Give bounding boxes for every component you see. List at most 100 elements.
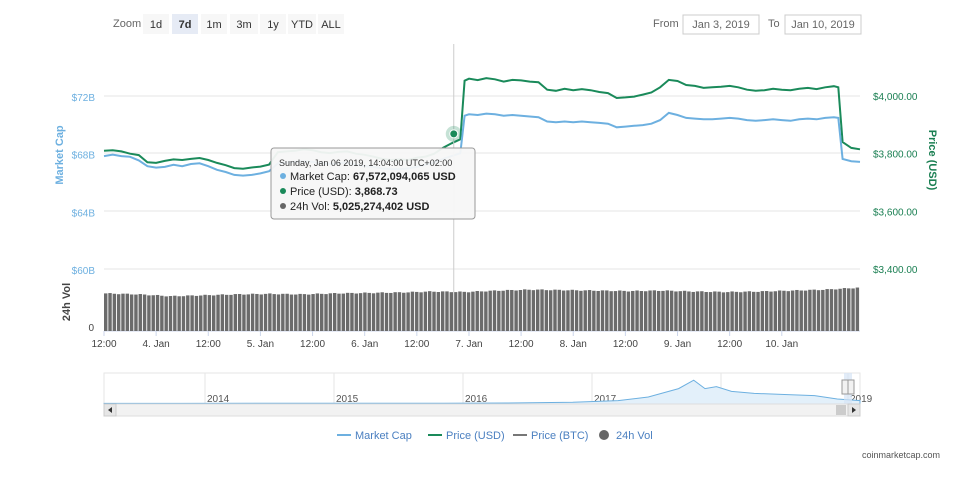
volume-bar	[773, 291, 778, 331]
volume-bar	[816, 290, 821, 331]
legend-item[interactable]: Price (USD)	[446, 430, 505, 442]
left-axis-label: Market Cap	[54, 125, 66, 185]
volume-bar	[747, 291, 752, 331]
to-date-input[interactable]	[784, 14, 862, 35]
series-line-market-cap	[103, 111, 861, 177]
zoom-button-1y[interactable]	[260, 14, 286, 34]
zoom-button-all[interactable]	[318, 14, 344, 34]
zoom-button-1d[interactable]	[143, 14, 169, 34]
volume-bar	[190, 295, 194, 331]
volume-bar	[799, 290, 803, 331]
left-tick-label: $72B	[72, 93, 96, 104]
volume-bar	[674, 291, 678, 331]
volume-bar	[777, 290, 782, 331]
tooltip-row: Price (USD): 3,868.73	[290, 186, 398, 198]
hover-point	[449, 129, 459, 139]
volume-bar	[242, 294, 246, 331]
volume-bar	[376, 292, 380, 331]
volume-bar	[160, 295, 164, 331]
volume-bar	[786, 291, 790, 331]
left-tick-label: $68B	[72, 151, 96, 162]
volume-bar	[475, 291, 479, 331]
volume-bar	[147, 295, 151, 331]
to-date-value: Jan 10, 2019	[791, 19, 855, 31]
volume-bar	[255, 293, 259, 331]
volume-bar	[510, 289, 514, 331]
x-tick-label: 12:00	[404, 339, 429, 350]
right-tick-label: $3,600.00	[873, 207, 918, 218]
volume-bar	[847, 288, 851, 331]
scroll-left-icon	[108, 407, 112, 413]
volume-bar	[639, 291, 644, 331]
volume-bar	[821, 289, 825, 331]
volume-bar	[540, 289, 544, 331]
volume-bar	[704, 291, 708, 331]
volume-bar	[635, 290, 639, 331]
legend-item[interactable]: Market Cap	[355, 430, 412, 442]
zoom-button-1m[interactable]	[201, 14, 227, 34]
x-tick-label: 12:00	[91, 339, 116, 350]
volume-bar	[237, 293, 242, 331]
volume-bar	[363, 292, 367, 331]
volume-bar	[415, 291, 419, 331]
volume-bar	[682, 290, 687, 331]
volume-bar	[285, 293, 289, 331]
volume-bar	[838, 288, 842, 331]
zoom-button-3m[interactable]	[230, 14, 258, 34]
volume-bar	[656, 290, 661, 331]
volume-bar	[812, 289, 816, 331]
volume-bar	[315, 293, 320, 331]
x-tick-label: 12:00	[300, 339, 325, 350]
credit-link[interactable]: coinmarketcap.com	[862, 450, 940, 460]
volume-bar	[151, 295, 155, 331]
navigator-scrollbar[interactable]	[103, 403, 861, 417]
volume-bar	[186, 295, 190, 331]
volume-bar	[808, 289, 812, 331]
volume-bar	[764, 291, 769, 331]
volume-bar	[259, 294, 263, 331]
volume-bar	[579, 290, 583, 331]
volume-bar	[497, 290, 501, 331]
zoom-button-7d[interactable]	[172, 14, 198, 34]
left-axis-ticks: $72B $68B $64B $60B	[72, 93, 96, 277]
zoom-button-ytd[interactable]	[288, 14, 316, 34]
volume-bar	[561, 290, 566, 331]
navigator-handle-right[interactable]	[847, 379, 855, 395]
volume-bar	[212, 295, 216, 331]
volume-bar	[281, 293, 285, 331]
zoom-button-label: 7d	[179, 19, 192, 31]
x-tick-label: 10. Jan	[765, 339, 798, 350]
volume-bar	[669, 290, 674, 331]
legend-marker	[599, 430, 609, 440]
volume-bar	[631, 290, 635, 331]
zoom-button-label: 1d	[150, 19, 162, 31]
volume-bar	[445, 291, 449, 331]
volume-bar	[289, 294, 294, 331]
x-tick-label: 12:00	[196, 339, 221, 350]
navigator-year-label: 2015	[336, 394, 359, 405]
volume-bar	[328, 293, 333, 331]
tooltip-header: Sunday, Jan 06 2019, 14:04:00 UTC+02:00	[279, 158, 452, 168]
volume-bar	[138, 294, 142, 331]
volume-bar	[583, 290, 587, 331]
volume-bar	[250, 293, 255, 331]
volume-bar	[462, 291, 466, 331]
volume-axis-label: 24h Vol	[61, 283, 73, 321]
volume-bar	[661, 290, 665, 331]
navigator-scroll-thumb[interactable]	[836, 405, 846, 415]
tooltip-row: Market Cap: 67,572,094,065 USD	[290, 171, 456, 183]
volume-bar	[834, 289, 838, 331]
volume-bar	[203, 294, 207, 331]
navigator-handle-left[interactable]	[841, 379, 849, 395]
volume-bar	[410, 291, 415, 331]
volume-bar	[216, 294, 220, 331]
volume-bar	[263, 293, 268, 331]
volume-bar	[665, 290, 670, 331]
from-date-input[interactable]	[682, 14, 760, 35]
volume-axis-zero: 0	[88, 323, 94, 334]
volume-bar	[523, 289, 527, 331]
legend-item[interactable]: Price (BTC)	[531, 430, 588, 442]
volume-bar	[790, 290, 795, 331]
legend-item[interactable]: 24h Vol	[616, 430, 653, 442]
